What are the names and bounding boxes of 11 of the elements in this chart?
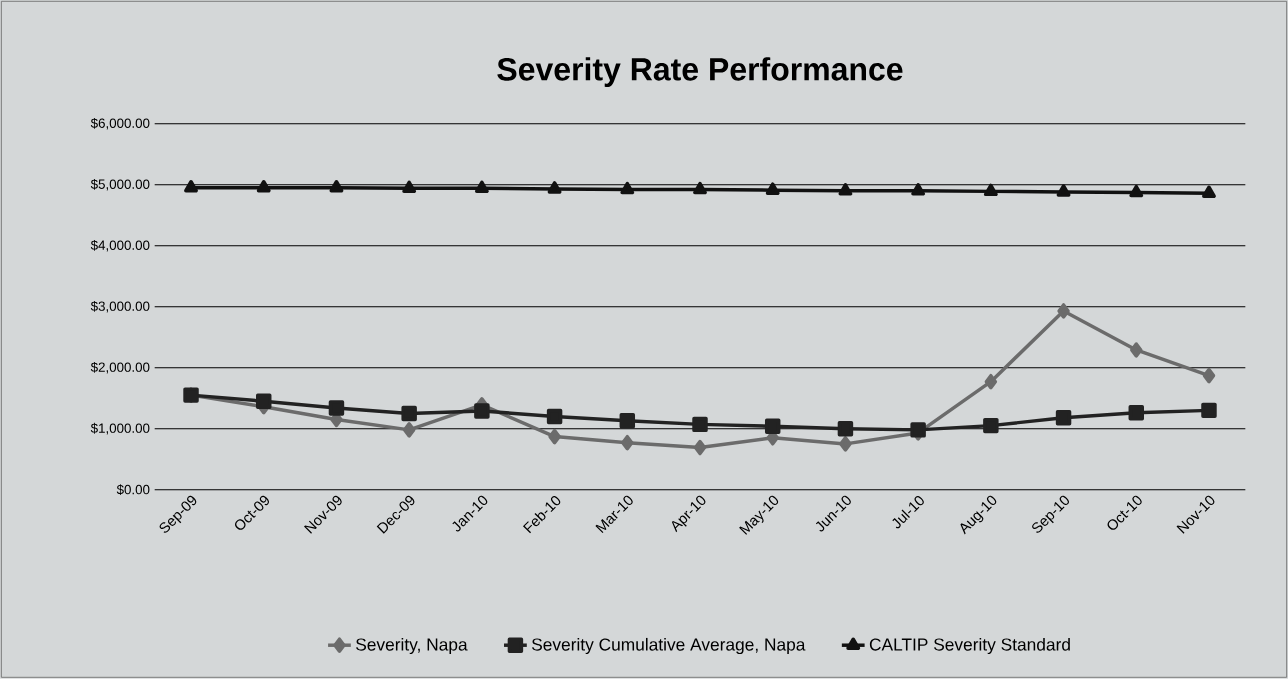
y-tick-label: $0.00	[116, 484, 150, 496]
legend-label: CALTIP Severity Standard	[869, 638, 1070, 655]
y-tick-label: $1,000.00	[90, 423, 150, 435]
chart-title: Severity Rate Performance	[497, 57, 903, 88]
y-tick-label: $2,000.00	[90, 362, 150, 374]
y-tick-label: $6,000.00	[90, 118, 150, 130]
y-tick-label: $4,000.00	[90, 240, 150, 252]
y-tick-label: $5,000.00	[90, 179, 150, 191]
y-tick-label: $3,000.00	[90, 301, 150, 313]
legend-label: Severity, Napa	[356, 638, 468, 655]
legend-label: Severity Cumulative Average, Napa	[531, 638, 806, 655]
